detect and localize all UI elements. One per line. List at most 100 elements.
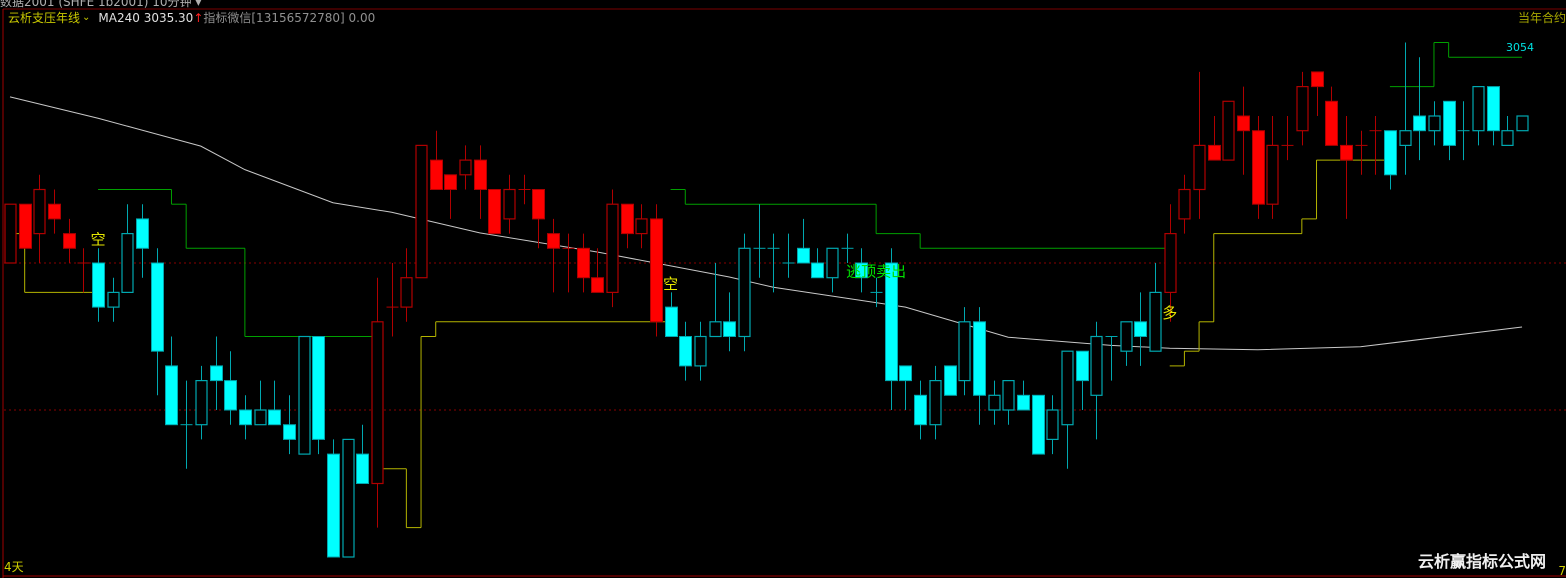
ma240-line <box>9 96 1523 351</box>
candle <box>165 336 178 426</box>
candle <box>1443 100 1456 161</box>
candle <box>283 395 296 455</box>
candle-body-down <box>239 409 252 426</box>
candle <box>870 277 883 308</box>
candle <box>312 336 325 455</box>
candle-body-down <box>1311 71 1324 88</box>
candle <box>577 233 590 293</box>
candle <box>1090 321 1103 440</box>
candle <box>899 365 912 410</box>
candle-body-up <box>4 203 17 264</box>
chevron-down-icon[interactable]: ⌄ <box>82 12 91 23</box>
candle <box>988 380 1001 425</box>
candle <box>665 292 678 338</box>
candle <box>239 395 252 440</box>
candle-body-down <box>430 159 443 191</box>
candle-body-down <box>283 424 296 440</box>
signal-label: 多 <box>1162 304 1177 322</box>
candle-body-down <box>63 233 76 249</box>
candle-body-down <box>1252 130 1265 205</box>
right-axis-label: 7 <box>1558 564 1566 578</box>
indicator-name[interactable]: 云析支压年线 <box>8 11 81 25</box>
candle <box>107 277 120 322</box>
candle-body-up <box>459 159 472 176</box>
candle <box>415 144 428 279</box>
candle-body-up <box>709 321 722 338</box>
candle <box>1296 71 1309 146</box>
window-title: 数据2001 (SHFE 1b2001) 10分钟 ▾ <box>0 0 202 9</box>
arrow-up-icon: ↑ <box>193 10 204 25</box>
candle <box>1178 174 1191 234</box>
candle <box>532 189 545 249</box>
candle <box>33 174 46 263</box>
indicator-header: 云析支压年线 ⌄ MA240 3035.30 ↑ 指标微信[1315657278… <box>8 9 375 26</box>
candle <box>1428 101 1441 146</box>
candle-body-down <box>591 277 604 293</box>
candle <box>224 351 237 425</box>
candle <box>488 189 501 235</box>
candle <box>1252 116 1265 219</box>
candle-body-down <box>532 189 545 220</box>
candle <box>1134 292 1147 366</box>
candle <box>474 145 487 219</box>
candle <box>1076 350 1089 410</box>
candle <box>606 189 619 308</box>
candle-body-down <box>665 306 678 338</box>
candle <box>1164 204 1177 322</box>
candle <box>1501 116 1514 146</box>
support-line-layer <box>10 159 1390 529</box>
candle-body-down <box>1340 144 1353 161</box>
candle-body-down <box>1032 394 1045 455</box>
candle-body-up <box>1222 100 1235 161</box>
candle <box>929 365 942 440</box>
candle <box>1017 380 1030 411</box>
candle-body-up <box>1266 144 1279 205</box>
signal-label: 空 <box>91 231 106 249</box>
candle-body-up <box>1120 321 1133 352</box>
candle-body-up <box>1046 409 1059 440</box>
candle <box>48 189 61 234</box>
candle <box>1369 116 1382 175</box>
candle-body-down <box>356 453 369 485</box>
candle <box>136 204 149 278</box>
candle <box>151 248 164 396</box>
candle-body-down <box>1384 130 1397 176</box>
candle-body-down <box>1325 100 1338 146</box>
candle-body-down <box>165 365 178 426</box>
candle <box>459 145 472 190</box>
candle <box>797 218 810 264</box>
candle-body-up <box>107 291 120 308</box>
candle <box>841 233 854 263</box>
candle <box>944 365 957 396</box>
candle <box>547 218 560 293</box>
candle <box>723 292 736 352</box>
candle-body-up <box>826 247 839 279</box>
candle <box>1325 86 1338 146</box>
candle <box>1046 395 1059 455</box>
candle-body-down <box>914 394 927 426</box>
candle <box>694 321 707 381</box>
candle <box>518 174 531 205</box>
candle-body-up <box>1399 130 1412 146</box>
candle <box>709 263 722 338</box>
candle-body-down <box>1237 115 1250 132</box>
candle <box>1384 130 1397 190</box>
candle-body-down <box>944 365 957 396</box>
signal-label: 空 <box>663 275 678 293</box>
candle-body-down <box>92 262 105 308</box>
candle-body-up <box>1193 144 1206 191</box>
candle <box>19 203 32 249</box>
candle-body-down <box>1017 394 1030 411</box>
candle <box>1266 116 1279 219</box>
candle-body-down <box>621 203 634 235</box>
candle <box>400 248 413 322</box>
candle <box>679 321 692 381</box>
candle <box>356 424 369 485</box>
candle-body-up <box>195 380 208 426</box>
candle-body-up <box>1149 291 1162 352</box>
candle <box>1311 71 1324 116</box>
candle <box>1457 101 1470 161</box>
candle-body-down <box>210 365 223 382</box>
candle <box>562 233 575 293</box>
